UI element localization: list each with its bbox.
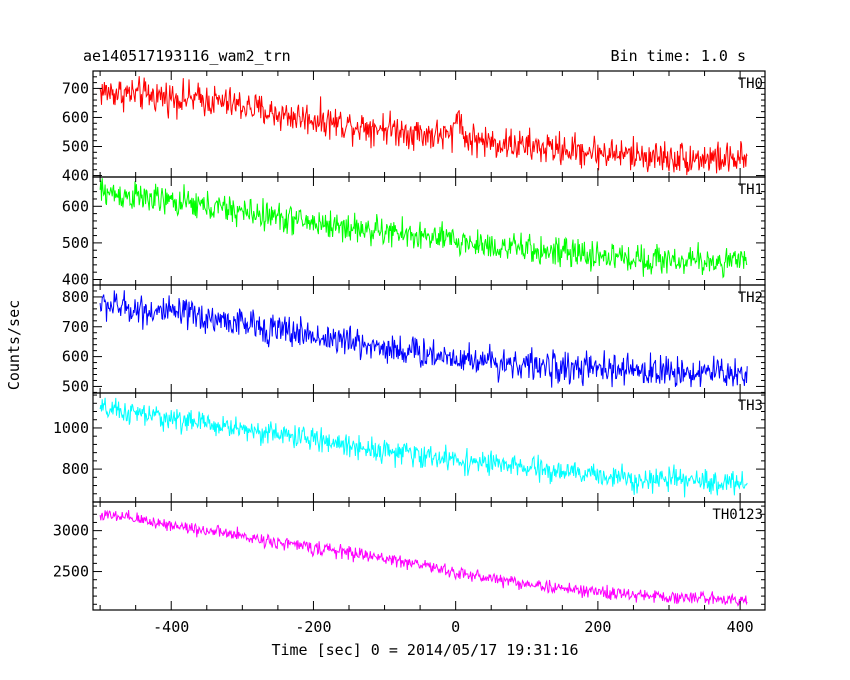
panel-th1: 400 500 600 TH1 xyxy=(62,176,766,289)
x-tick-label: -400 xyxy=(153,618,189,636)
y-tick-label: 600 xyxy=(62,348,89,366)
panel-th0123: 2500 3000 TH0123 -400 -200 0 200 400 xyxy=(53,501,766,636)
series-line-th0123 xyxy=(99,509,748,607)
y-tick-label: 500 xyxy=(62,234,89,252)
series-line-th1 xyxy=(99,178,748,279)
y-tick-label: 700 xyxy=(62,318,89,336)
panel-label: TH0123 xyxy=(712,507,763,523)
x-tick-label: 400 xyxy=(727,618,754,636)
x-axis-title: Time [sec] 0 = 2014/05/17 19:31:16 xyxy=(271,641,578,659)
panel-label: TH1 xyxy=(738,182,763,198)
panel-frame xyxy=(92,392,766,503)
panel-th0: 400 500 600 700 TH0 xyxy=(62,70,766,185)
y-tick-label: 400 xyxy=(62,167,89,185)
panel-th3: 800 1000 TH3 xyxy=(53,392,766,503)
x-tick-label: 200 xyxy=(584,618,611,636)
y-tick-label: 1000 xyxy=(53,419,89,437)
x-tick-label: -200 xyxy=(295,618,331,636)
y-tick-label: 800 xyxy=(62,288,89,306)
y-tick-label: 2500 xyxy=(53,563,89,581)
panel-label: TH2 xyxy=(738,290,763,306)
chart-title: ae140517193116_wam2_trn xyxy=(83,47,291,65)
series-line-th2 xyxy=(99,290,748,388)
panel-label: TH3 xyxy=(738,398,763,414)
y-axis-title: Counts/sec xyxy=(5,300,23,390)
y-tick-label: 500 xyxy=(62,377,89,395)
x-tick-label: 0 xyxy=(451,618,460,636)
y-tick-label: 600 xyxy=(62,108,89,126)
panel-th2: 500 600 700 800 TH2 xyxy=(62,284,766,395)
bin-time-label: Bin time: 1.0 s xyxy=(611,47,746,65)
panel-frame xyxy=(92,176,766,286)
y-tick-label: 400 xyxy=(62,271,89,289)
y-tick-label: 3000 xyxy=(53,522,89,540)
y-tick-label: 800 xyxy=(62,460,89,478)
y-tick-label: 600 xyxy=(62,197,89,215)
series-line-th3 xyxy=(99,397,748,498)
panels-group: 400 500 600 700 TH0 400 500 600 TH1 500 600 700 800 T… xyxy=(53,70,766,636)
y-tick-label: 500 xyxy=(62,138,89,156)
series-line-th0 xyxy=(99,76,748,176)
panel-frame xyxy=(92,501,766,611)
panel-label: TH0 xyxy=(738,76,763,92)
y-tick-label: 700 xyxy=(62,79,89,97)
